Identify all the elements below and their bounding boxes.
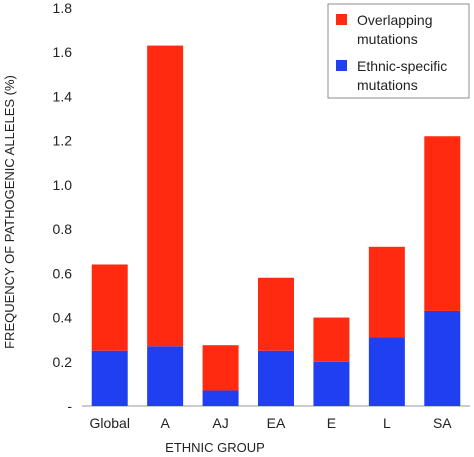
y-tick-label: 1.8 <box>53 0 73 16</box>
x-tick-label: Global <box>89 415 129 431</box>
y-tick-label: 0.6 <box>53 265 73 281</box>
y-tick-label: 1.0 <box>53 177 73 193</box>
bar-segment-overlapping-e <box>313 317 350 362</box>
x-tick-label: L <box>383 415 391 431</box>
y-tick-label: 1.4 <box>53 88 73 104</box>
bar-segment-overlapping-sa <box>424 136 461 311</box>
y-tick-label: 1.2 <box>53 133 73 149</box>
x-tick-label: SA <box>433 415 452 431</box>
y-axis-ticks: - 0.2 0.4 0.6 0.8 1.0 1.2 1.4 1.6 1.8 <box>53 0 73 414</box>
legend-label-overlapping-line1: Overlapping <box>357 12 433 28</box>
legend-label-overlapping-line2: mutations <box>357 31 418 47</box>
bar-segment-overlapping-a <box>147 45 184 347</box>
x-tick-label: E <box>327 415 336 431</box>
x-axis-title: ETHNIC GROUP <box>165 440 265 455</box>
y-tick-label: 0.8 <box>53 221 73 237</box>
bar-segment-overlapping-l <box>368 246 405 338</box>
legend-label-ethnic-specific-line1: Ethnic-specific <box>357 58 447 74</box>
bar-segment-overlapping-aj <box>202 345 239 391</box>
x-tick-label: A <box>160 415 170 431</box>
y-tick-label: 0.4 <box>53 310 73 326</box>
y-axis-title: FREQUENCY OF PATHOGENIC ALLELES (%) <box>2 75 17 349</box>
bars <box>91 45 461 406</box>
bar-segment-ethnic-specific-a <box>147 346 184 406</box>
legend-swatch-overlapping <box>336 14 347 25</box>
y-tick-label: 0.2 <box>53 354 73 370</box>
bar-segment-ethnic-specific-aj <box>202 390 239 406</box>
legend: Overlapping mutations Ethnic-specific mu… <box>327 3 470 99</box>
bar-segment-overlapping-global <box>91 264 128 351</box>
bar-segment-ethnic-specific-e <box>313 361 350 406</box>
y-tick-label: - <box>67 398 72 414</box>
bar-segment-overlapping-ea <box>258 277 294 351</box>
y-tick-label: 1.6 <box>53 44 73 60</box>
x-axis-ticks: Global A AJ EA E L SA <box>89 415 452 431</box>
x-tick-label: EA <box>267 415 286 431</box>
bar-segment-ethnic-specific-ea <box>258 350 294 406</box>
legend-box <box>327 3 470 99</box>
legend-swatch-ethnic-specific <box>336 60 347 71</box>
bar-segment-ethnic-specific-global <box>91 350 128 406</box>
x-tick-label: AJ <box>212 415 228 431</box>
bar-segment-ethnic-specific-sa <box>424 310 461 406</box>
bar-segment-ethnic-specific-l <box>368 337 405 406</box>
legend-label-ethnic-specific-line2: mutations <box>357 77 418 93</box>
